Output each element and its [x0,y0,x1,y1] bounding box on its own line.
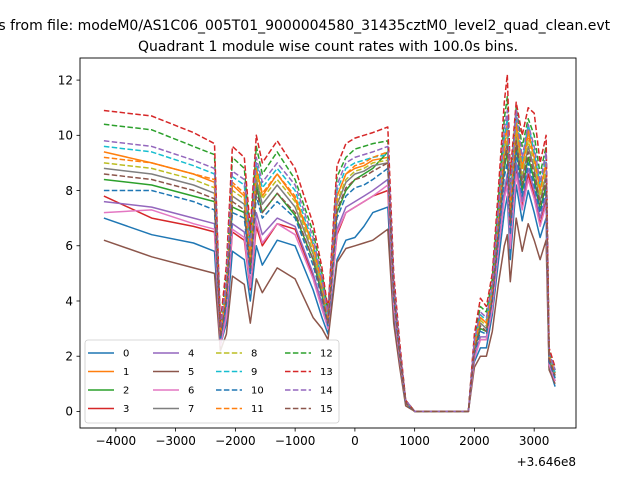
legend-label-12: 12 [320,349,333,360]
legend-box [84,339,340,424]
y-tick-label: 12 [58,73,73,87]
x-tick-label: 1000 [399,434,430,448]
y-tick-label: 2 [65,350,73,364]
series-layer [103,73,556,413]
legend-label-13: 13 [320,367,333,378]
series-line-5 [103,217,556,413]
x-tick-label: −4000 [96,434,137,448]
legend-label-14: 14 [320,386,333,397]
series-line-15 [103,140,556,413]
legend-label-10: 10 [251,386,264,397]
x-tick-label: −1000 [275,434,316,448]
x-tick-label: 3000 [519,434,550,448]
y-axis: 0 2 4 6 8 10 12 [58,73,80,419]
legend-label-1: 1 [123,367,129,378]
x-tick-label: −3000 [155,434,196,448]
legend-label-2: 2 [123,386,129,397]
legend-label-6: 6 [188,386,194,397]
legend-label-4: 4 [188,349,194,360]
legend-label-9: 9 [251,367,257,378]
x-offset-label: +3.646e8 [517,455,576,469]
legend-label-7: 7 [188,404,194,415]
legend-label-15: 15 [320,404,333,415]
series-line-14 [103,109,556,413]
legend-label-8: 8 [251,349,257,360]
legend-label-0: 0 [123,349,129,360]
y-tick-label: 4 [65,294,73,308]
series-line-12 [103,95,556,413]
legend-label-3: 3 [123,404,129,415]
x-axis: −4000 −3000 −2000 −1000 0 1000 2000 3000 [96,428,550,448]
y-tick-label: 6 [65,239,73,253]
plot-frame [79,57,577,429]
chart-title: Quadrant 1 module wise count rates with … [138,39,518,55]
series-line-10 [103,151,556,413]
legend-label-11: 11 [251,404,264,415]
legend-label-5: 5 [188,367,194,378]
y-tick-label: 0 [65,405,73,419]
figure-suptitle: Plots from file: modeM0/AS1C06_005T01_90… [0,18,611,34]
x-tick-label: −2000 [215,434,256,448]
x-tick-label: 0 [351,434,359,448]
y-tick-label: 10 [58,129,73,143]
x-tick-label: 2000 [459,434,490,448]
y-tick-label: 8 [65,184,73,198]
